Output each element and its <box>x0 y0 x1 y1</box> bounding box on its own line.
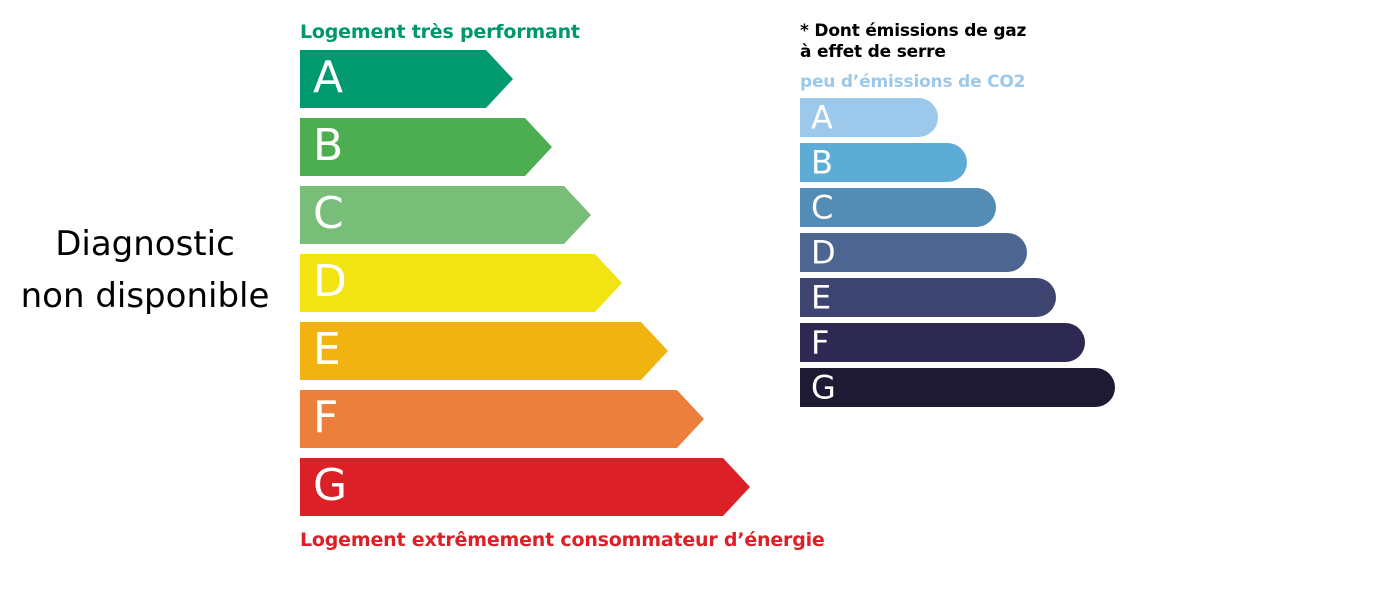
greenhouse-gas-chart: * Dont émissions de gaz à effet de serre… <box>798 0 1128 430</box>
co2-title-line-1: * Dont émissions de gaz <box>800 21 1027 41</box>
energy-bar-e-shape <box>300 322 668 380</box>
energy-bar-b-shape <box>300 118 552 176</box>
energy-bar-a-shape <box>300 50 513 108</box>
caption-line-1: Diagnostic <box>55 224 235 264</box>
energy-bar-e[interactable]: E <box>300 322 668 380</box>
energy-bar-g-shape <box>300 458 750 516</box>
co2-subtitle: peu d’émissions de CO2 <box>800 72 1026 92</box>
energy-bar-f[interactable]: F <box>300 390 704 448</box>
co2-bar-a[interactable]: A <box>800 98 938 137</box>
co2-bar-g[interactable]: G <box>800 368 1115 407</box>
co2-bar-f[interactable]: F <box>800 323 1085 362</box>
diagnostic-unavailable-caption: Diagnostic non disponible <box>0 218 290 322</box>
co2-bar-e-letter: E <box>811 277 832 316</box>
co2-title-line-2: à effet de serre <box>800 42 946 62</box>
energy-bottom-label: Logement extrêmement consommateur d’éner… <box>300 529 825 551</box>
co2-bar-b-letter: B <box>811 142 833 181</box>
co2-bar-c-letter: C <box>811 187 834 226</box>
energy-bar-g[interactable]: G <box>300 458 750 516</box>
co2-bar-c[interactable]: C <box>800 188 996 227</box>
co2-bar-e[interactable]: E <box>800 278 1056 317</box>
co2-bar-d-letter: D <box>811 232 836 271</box>
co2-bar-d[interactable]: D <box>800 233 1027 272</box>
co2-title: * Dont émissions de gaz à effet de serre <box>800 21 1026 63</box>
co2-bar-a-letter: A <box>811 97 833 136</box>
co2-bar-g-letter: G <box>811 367 836 406</box>
energy-bar-b[interactable]: B <box>300 118 552 176</box>
energy-performance-chart: Logement très performant A B C D E <box>300 0 825 560</box>
co2-bar-b[interactable]: B <box>800 143 967 182</box>
energy-bar-c[interactable]: C <box>300 186 591 244</box>
energy-top-label: Logement très performant <box>300 21 580 43</box>
energy-bar-c-shape <box>300 186 591 244</box>
energy-bar-f-shape <box>300 390 704 448</box>
energy-bar-d-shape <box>300 254 622 312</box>
caption-line-2: non disponible <box>20 276 270 316</box>
co2-bar-f-letter: F <box>811 322 830 361</box>
energy-bar-d[interactable]: D <box>300 254 622 312</box>
energy-bar-a[interactable]: A <box>300 50 513 108</box>
